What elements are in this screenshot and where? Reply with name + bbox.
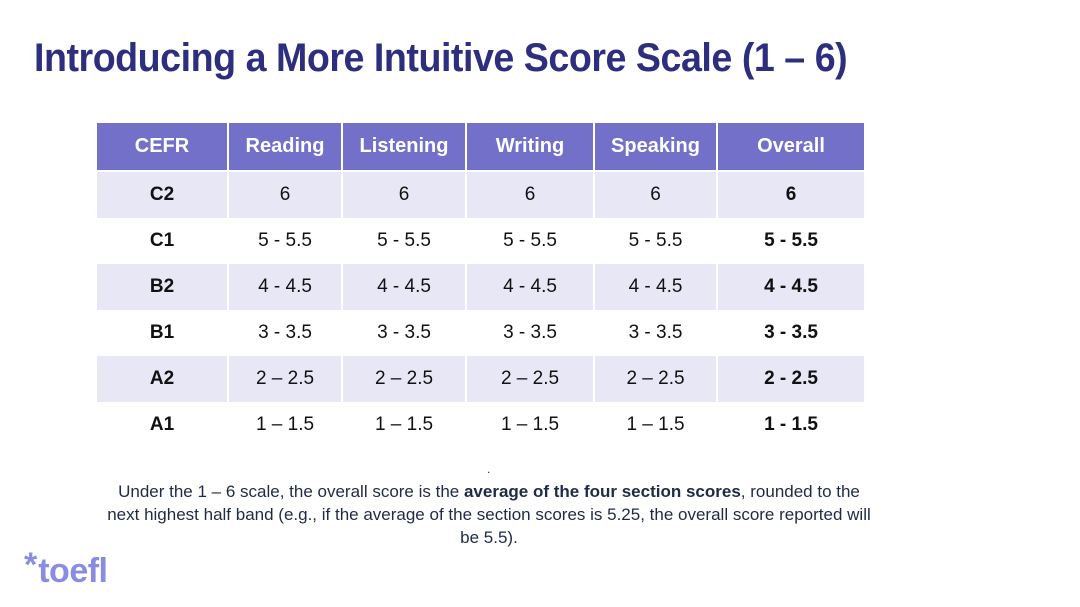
speaking-score-cell: 6	[595, 172, 718, 218]
logo-wordmark: toefl	[38, 552, 108, 590]
table-row: A1 1 – 1.5 1 – 1.5 1 – 1.5 1 – 1.5 1 - 1…	[97, 402, 864, 448]
scoring-note-text: Under the 1 – 6 scale, the overall score…	[118, 482, 464, 501]
speaking-score-cell: 4 - 4.5	[595, 264, 718, 310]
scoring-note-emphasis: average of the four section scores	[463, 482, 741, 501]
overall-score-cell: 3 - 3.5	[718, 310, 864, 356]
cefr-level-cell: C1	[97, 218, 229, 264]
listening-score-cell: 3 - 3.5	[343, 310, 467, 356]
header-cefr: CEFR	[97, 123, 229, 172]
overall-score-cell: 6	[718, 172, 864, 218]
writing-score-cell: 2 – 2.5	[467, 356, 595, 402]
scoring-note-text-end: , rounded to the next highest half band …	[107, 482, 871, 547]
table-header-row: CEFR Reading Listening Writing Speaking …	[97, 123, 864, 172]
toefl-logo: * toefl	[24, 546, 108, 592]
reading-score-cell: 4 - 4.5	[229, 264, 343, 310]
listening-score-cell: 5 - 5.5	[343, 218, 467, 264]
header-reading: Reading	[229, 123, 343, 172]
speaking-score-cell: 5 - 5.5	[595, 218, 718, 264]
cefr-level-cell: A2	[97, 356, 229, 402]
reading-score-cell: 2 – 2.5	[229, 356, 343, 402]
header-writing: Writing	[467, 123, 595, 172]
overall-score-cell: 1 - 1.5	[718, 402, 864, 448]
header-listening: Listening	[343, 123, 467, 172]
header-overall: Overall	[718, 123, 864, 172]
cefr-level-cell: B1	[97, 310, 229, 356]
table-row: C1 5 - 5.5 5 - 5.5 5 - 5.5 5 - 5.5 5 - 5…	[97, 218, 864, 264]
asterisk-logo-icon: *	[24, 546, 38, 584]
speaking-score-cell: 3 - 3.5	[595, 310, 718, 356]
cefr-level-cell: A1	[97, 402, 229, 448]
writing-score-cell: 6	[467, 172, 595, 218]
header-speaking: Speaking	[595, 123, 718, 172]
slide-title: Introducing a More Intuitive Score Scale…	[34, 36, 848, 80]
writing-score-cell: 3 - 3.5	[467, 310, 595, 356]
table-row: B2 4 - 4.5 4 - 4.5 4 - 4.5 4 - 4.5 4 - 4…	[97, 264, 864, 310]
stray-dot: .	[487, 462, 491, 476]
listening-score-cell: 1 – 1.5	[343, 402, 467, 448]
writing-score-cell: 4 - 4.5	[467, 264, 595, 310]
table-row: A2 2 – 2.5 2 – 2.5 2 – 2.5 2 – 2.5 2 - 2…	[97, 356, 864, 402]
scoring-note: Under the 1 – 6 scale, the overall score…	[100, 480, 878, 549]
reading-score-cell: 3 - 3.5	[229, 310, 343, 356]
listening-score-cell: 2 – 2.5	[343, 356, 467, 402]
score-scale-table: CEFR Reading Listening Writing Speaking …	[97, 123, 864, 448]
writing-score-cell: 5 - 5.5	[467, 218, 595, 264]
reading-score-cell: 1 – 1.5	[229, 402, 343, 448]
overall-score-cell: 2 - 2.5	[718, 356, 864, 402]
writing-score-cell: 1 – 1.5	[467, 402, 595, 448]
speaking-score-cell: 1 – 1.5	[595, 402, 718, 448]
cefr-level-cell: C2	[97, 172, 229, 218]
overall-score-cell: 5 - 5.5	[718, 218, 864, 264]
reading-score-cell: 6	[229, 172, 343, 218]
table-row: B1 3 - 3.5 3 - 3.5 3 - 3.5 3 - 3.5 3 - 3…	[97, 310, 864, 356]
cefr-level-cell: B2	[97, 264, 229, 310]
listening-score-cell: 4 - 4.5	[343, 264, 467, 310]
listening-score-cell: 6	[343, 172, 467, 218]
overall-score-cell: 4 - 4.5	[718, 264, 864, 310]
speaking-score-cell: 2 – 2.5	[595, 356, 718, 402]
table-row: C2 6 6 6 6 6	[97, 172, 864, 218]
reading-score-cell: 5 - 5.5	[229, 218, 343, 264]
